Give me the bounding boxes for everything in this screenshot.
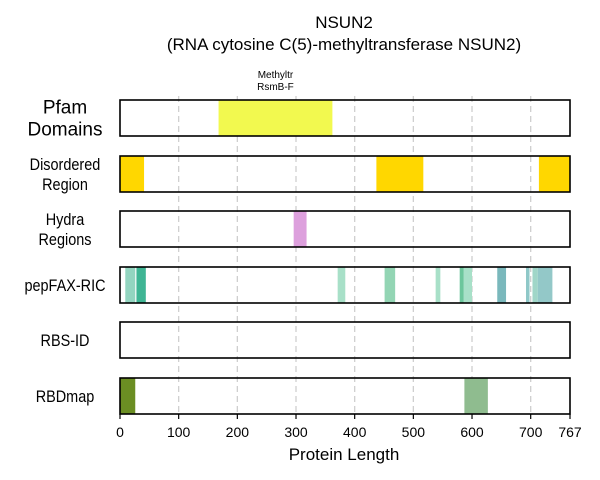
track: Disordered Region [30,155,571,194]
track-segment [532,267,538,303]
x-tick-label: 767 [558,424,582,440]
segment-label: RsmB-F [257,82,294,93]
chart-title-line2: (RNA cytosine C(5)-methyltransferase NSU… [167,35,521,54]
track-label: Pfam [43,98,87,119]
track-frame [119,210,571,248]
track: pepFAX-RIC [24,266,571,304]
track-segment [538,156,570,192]
x-axis-label: Protein Length [289,445,400,464]
track-segment [376,156,424,192]
track-segment [384,267,396,303]
track-label: RBS-ID [41,332,90,350]
track: RBDmap [36,377,571,415]
track-segment [435,267,441,303]
track-label: Hydra [46,211,85,229]
track-segment [136,267,146,303]
track-frame [119,266,571,304]
chart-title-line1: NSUN2 [315,13,373,32]
x-tick-label: 200 [226,424,250,440]
track-segment [120,378,136,414]
track-segment [464,378,488,414]
x-tick-label: 400 [343,424,367,440]
track-frame [119,321,571,359]
track-segment [463,267,473,303]
x-tick-label: 600 [460,424,484,440]
x-tick-label: 0 [116,424,124,440]
track-frame [119,99,571,137]
track: RBS-ID [41,321,571,359]
x-tick-label: 500 [402,424,426,440]
segment-label: Methyltr [258,70,294,81]
x-tick-label: 300 [284,424,308,440]
track-label: Domains [28,120,103,141]
x-tick-label: 700 [519,424,543,440]
track-segment [459,267,464,303]
track-segment [218,100,333,136]
x-axis: 0 100 200 300 400 500 600 700 767 [116,414,582,440]
track: Hydra Regions [39,210,571,249]
track-frame [119,377,571,415]
track-segment [337,267,346,303]
track-label: Disordered [30,156,101,174]
track-segment [293,211,307,247]
x-tick-label: 100 [167,424,191,440]
track-segment [120,156,145,192]
track-segment [125,267,136,303]
track-label: Regions [39,231,92,249]
track-segment [497,267,507,303]
track-label: pepFAX-RIC [24,277,105,295]
grid-lines [178,96,532,416]
track-segment [537,267,553,303]
track-label: RBDmap [36,388,95,406]
track-label: Region [42,176,88,194]
track-frame [119,155,571,193]
track-segment [525,267,530,303]
